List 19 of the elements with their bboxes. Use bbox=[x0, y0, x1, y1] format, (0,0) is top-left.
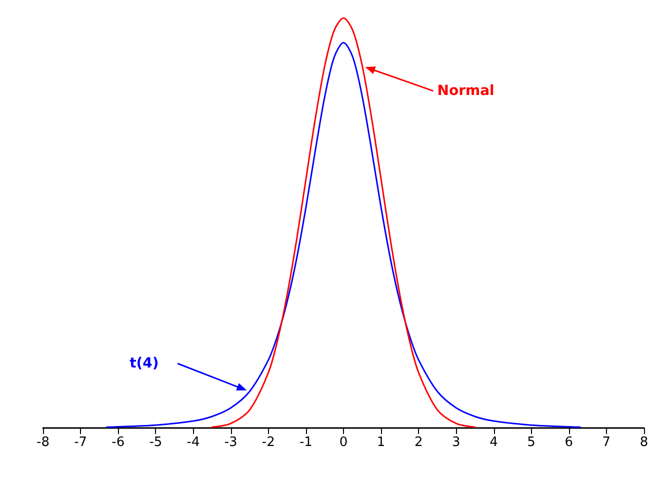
x-tick-label: -5 bbox=[149, 435, 162, 450]
x-tick-label: -8 bbox=[36, 435, 50, 450]
x-tick-label: 3 bbox=[452, 435, 460, 450]
x-tick-label: -3 bbox=[224, 435, 238, 450]
x-tick-label: 1 bbox=[376, 435, 386, 450]
x-tick-label: 0 bbox=[339, 435, 348, 450]
x-tick-label: -7 bbox=[74, 435, 88, 450]
x-tick-label: 8 bbox=[640, 435, 648, 450]
text: Normal bbox=[437, 82, 494, 99]
text: t(4) bbox=[130, 356, 159, 372]
x-tick-label: -6 bbox=[112, 435, 125, 450]
x-tick-label: 7 bbox=[602, 435, 611, 450]
x-tick-label: 5 bbox=[527, 435, 536, 450]
x-tick-label: -4 bbox=[186, 435, 200, 450]
x-tick-label: -1 bbox=[299, 435, 312, 450]
x-tick-label: 4 bbox=[490, 435, 498, 450]
x-tick-label: -2 bbox=[262, 435, 275, 450]
x-tick-label: 6 bbox=[564, 435, 574, 450]
x-tick-label: 2 bbox=[414, 435, 423, 450]
